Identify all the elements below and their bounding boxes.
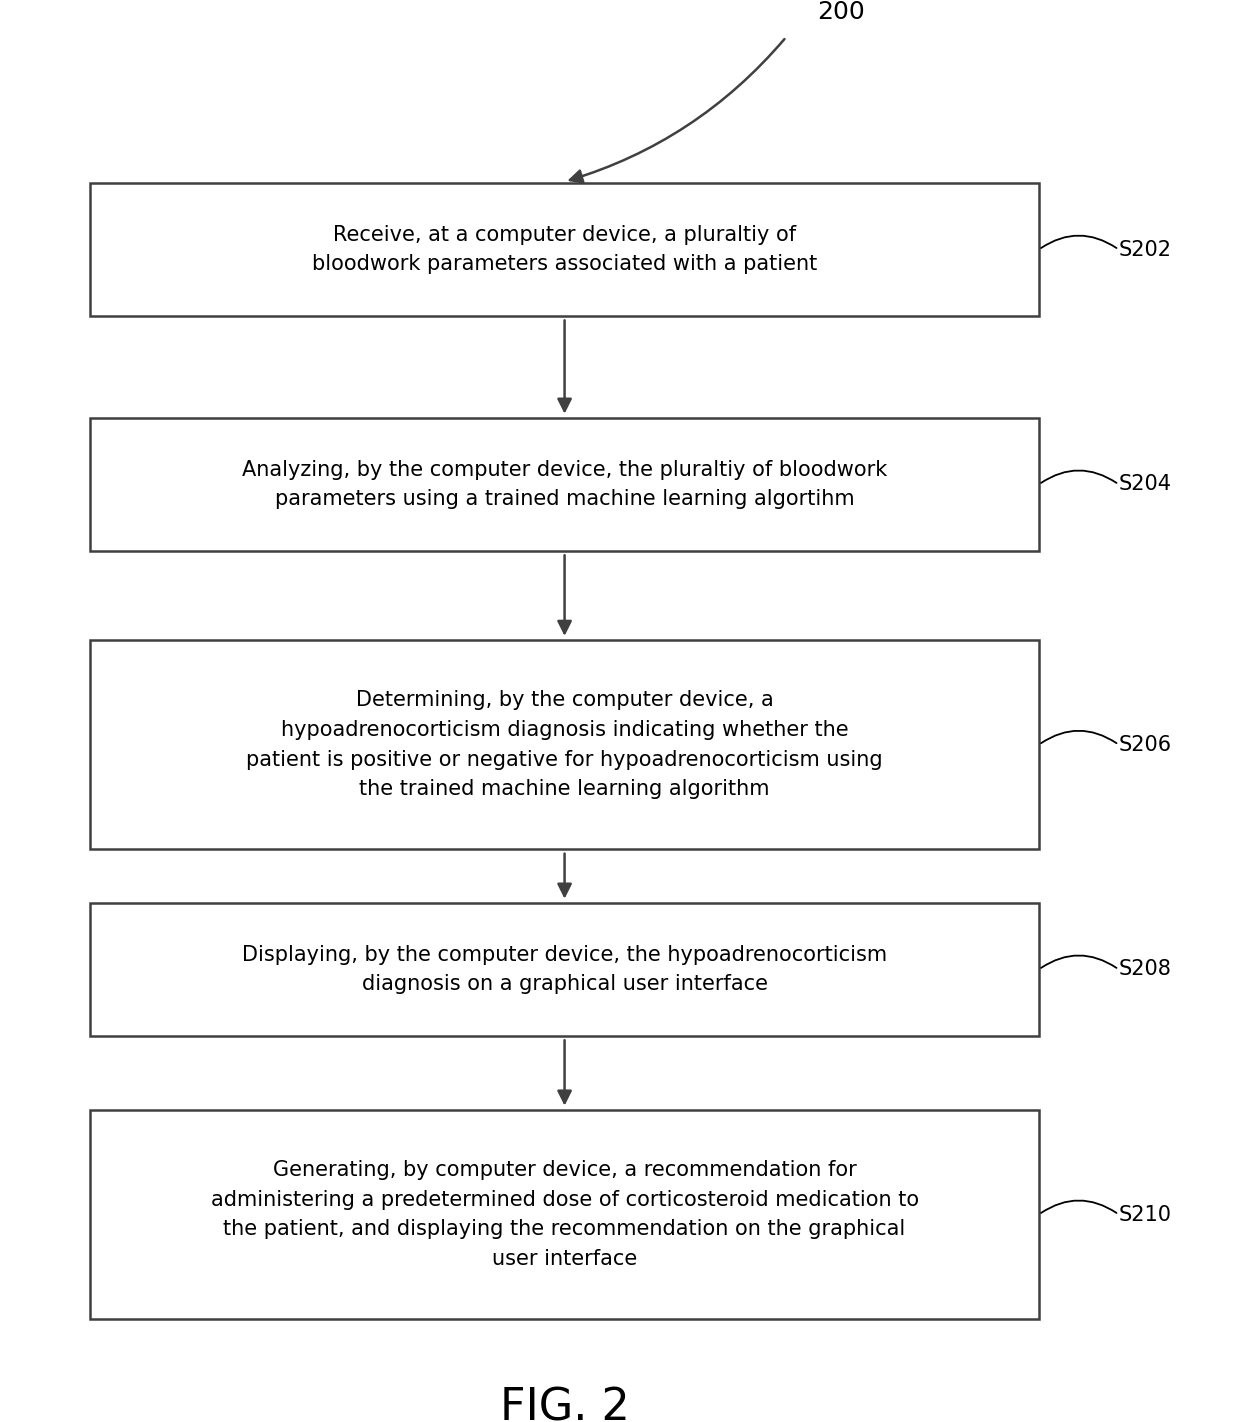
Bar bbox=[91, 418, 1039, 552]
Bar bbox=[91, 903, 1039, 1037]
Text: S208: S208 bbox=[1118, 960, 1172, 980]
Bar bbox=[91, 183, 1039, 316]
Bar bbox=[91, 640, 1039, 849]
Text: S210: S210 bbox=[1118, 1204, 1172, 1224]
Text: S206: S206 bbox=[1118, 735, 1172, 755]
Text: Generating, by computer device, a recommendation for
administering a predetermin: Generating, by computer device, a recomm… bbox=[211, 1160, 919, 1268]
Text: Displaying, by the computer device, the hypoadrenocorticism
diagnosis on a graph: Displaying, by the computer device, the … bbox=[242, 944, 887, 994]
Bar bbox=[91, 1109, 1039, 1320]
Text: S202: S202 bbox=[1118, 239, 1172, 260]
Text: 200: 200 bbox=[817, 0, 864, 24]
Text: S204: S204 bbox=[1118, 475, 1172, 495]
Text: Determining, by the computer device, a
hypoadrenocorticism diagnosis indicating : Determining, by the computer device, a h… bbox=[247, 690, 883, 799]
Text: Analyzing, by the computer device, the pluraltiy of bloodwork
parameters using a: Analyzing, by the computer device, the p… bbox=[242, 459, 887, 509]
Text: Receive, at a computer device, a pluraltiy of
bloodwork parameters associated wi: Receive, at a computer device, a pluralt… bbox=[312, 225, 817, 274]
Text: FIG. 2: FIG. 2 bbox=[500, 1386, 630, 1422]
